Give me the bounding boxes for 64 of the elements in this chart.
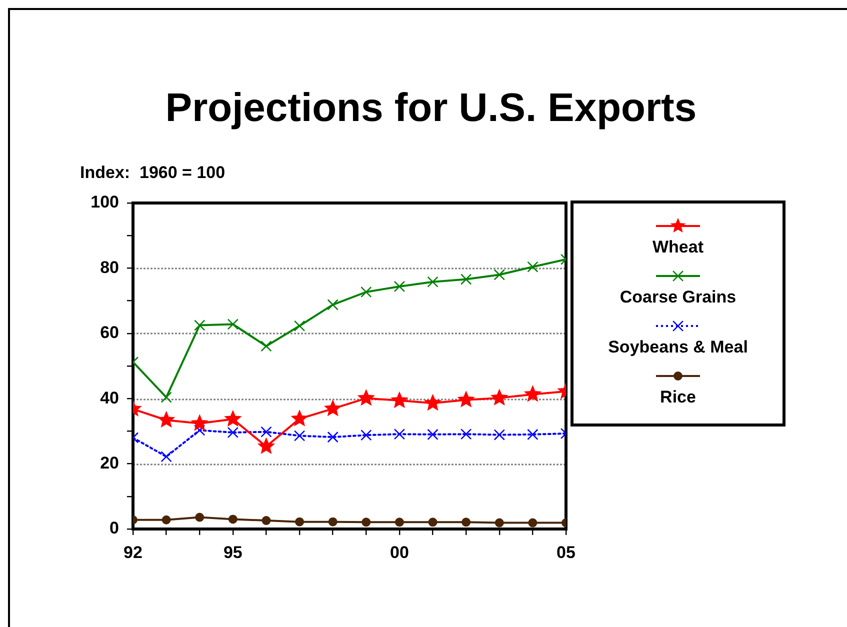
point [460,428,472,440]
point [494,269,505,280]
point [327,299,338,310]
point [394,518,404,527]
point [327,431,338,443]
legend-label: Coarse Grains [620,288,736,307]
legend-label: Soybeans & Meal [608,338,748,357]
point [391,392,408,408]
y-tick-label: 40 [100,388,119,408]
point [158,412,174,428]
point [462,518,471,527]
point [524,386,541,402]
point [228,514,238,524]
point [360,430,372,441]
point [424,394,441,410]
point [295,517,304,526]
point [262,516,271,526]
point [428,518,438,527]
y-axis-title: Index: 1960 = 100 [80,163,226,183]
point [358,390,374,406]
point [328,517,338,526]
point [458,391,474,407]
point [528,518,538,528]
x-tick-label: 92 [124,542,142,562]
point [362,518,371,527]
point [394,280,406,292]
point [460,274,472,285]
point [294,430,306,442]
point [258,438,274,454]
point [324,400,341,416]
point [291,410,308,426]
point [494,429,505,440]
point [294,320,306,332]
chart-title: Projections for U.S. Exports [164,86,698,131]
point [160,392,172,403]
point [227,318,239,330]
point [194,320,206,331]
y-tick-label: 0 [110,518,119,538]
x-tick-label: 95 [223,542,242,562]
legend-label: Rice [660,388,696,407]
point [527,428,538,440]
y-tick-label: 100 [90,192,119,212]
point [192,414,208,430]
y-tick-label: 80 [100,258,119,277]
point [491,389,508,405]
point [194,424,206,436]
point [224,410,242,426]
y-tick-label: 20 [100,453,119,472]
point [394,428,406,440]
point [494,518,504,528]
legend-label: Wheat [652,238,704,257]
point [160,451,172,462]
point [260,340,272,352]
point [427,276,438,288]
point [360,286,372,298]
point [427,428,438,440]
point [527,261,538,272]
y-tick-label: 60 [100,323,119,342]
x-tick-label: 00 [390,542,409,562]
point [195,512,204,522]
point [260,426,272,438]
point [162,515,171,524]
x-tick-label: 05 [556,542,576,562]
point [227,426,239,438]
